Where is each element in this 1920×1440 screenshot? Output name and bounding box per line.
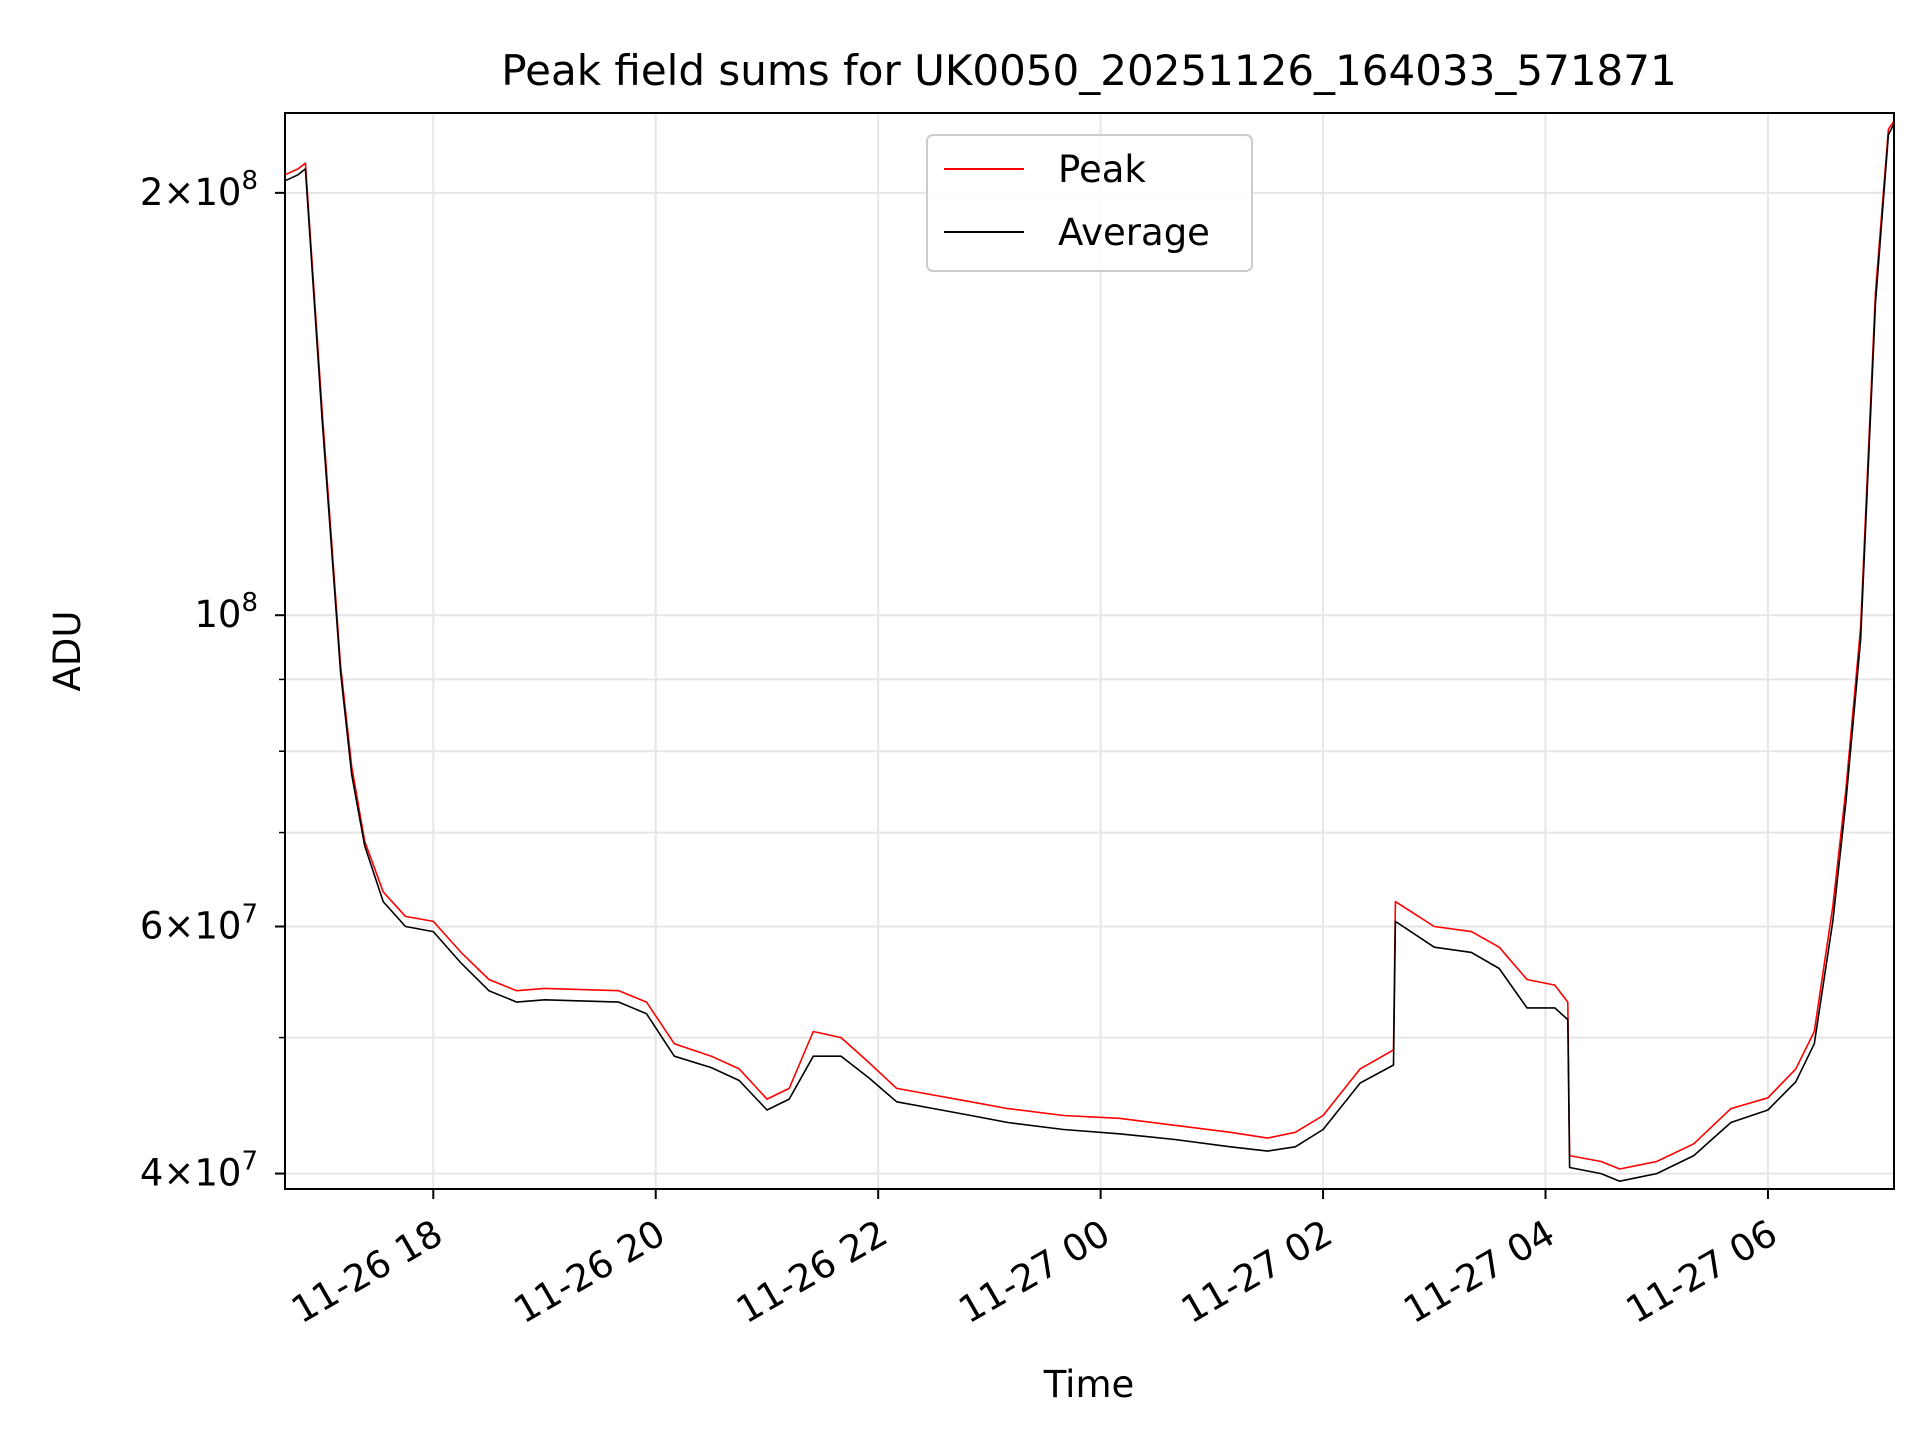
y-tick-label: 2×108 bbox=[140, 166, 258, 214]
x-axis-label: Time bbox=[1043, 1363, 1135, 1406]
legend-peak-label: Peak bbox=[1058, 148, 1146, 191]
series-lines bbox=[284, 120, 1895, 1182]
plot-area-frame bbox=[284, 112, 1895, 1190]
chart-title: Peak field sums for UK0050_20251126_1640… bbox=[501, 46, 1676, 95]
series-line-peak bbox=[284, 120, 1895, 1170]
legend: Peak Average bbox=[926, 134, 1253, 272]
y-tick-label: 6×107 bbox=[140, 899, 258, 947]
legend-average-label: Average bbox=[1058, 211, 1210, 254]
y-tick-label: 108 bbox=[194, 588, 258, 636]
y-tick-label: 4×107 bbox=[140, 1147, 258, 1195]
series-line-average bbox=[284, 123, 1895, 1182]
y-axis-label: ADU bbox=[46, 611, 89, 692]
